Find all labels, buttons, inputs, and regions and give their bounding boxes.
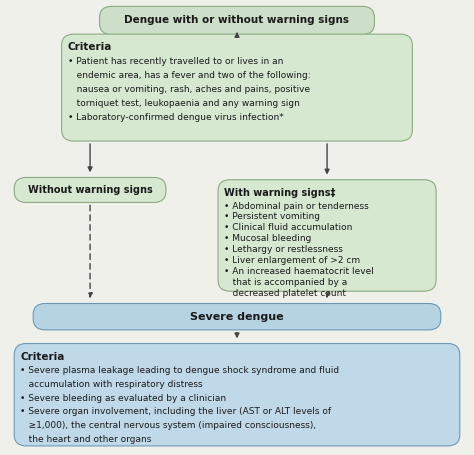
- FancyBboxPatch shape: [218, 180, 436, 291]
- Text: • Abdominal pain or tenderness: • Abdominal pain or tenderness: [224, 202, 369, 211]
- FancyBboxPatch shape: [100, 6, 374, 35]
- Text: decreased platelet count: decreased platelet count: [224, 289, 346, 298]
- Text: • Severe organ involvement, including the liver (AST or ALT levels of: • Severe organ involvement, including th…: [20, 407, 331, 416]
- Text: ≥1,000), the central nervous system (impaired consciousness),: ≥1,000), the central nervous system (imp…: [20, 421, 317, 430]
- Text: Criteria: Criteria: [20, 352, 65, 362]
- Text: the heart and other organs: the heart and other organs: [20, 435, 152, 444]
- Text: Severe dengue: Severe dengue: [190, 312, 284, 322]
- Text: torniquet test, leukopaenia and any warning sign: torniquet test, leukopaenia and any warn…: [68, 99, 300, 108]
- FancyBboxPatch shape: [33, 303, 441, 330]
- Text: • Severe plasma leakage leading to dengue shock syndrome and fluid: • Severe plasma leakage leading to dengu…: [20, 366, 339, 375]
- FancyBboxPatch shape: [62, 34, 412, 141]
- Text: • Persistent vomiting: • Persistent vomiting: [224, 212, 320, 222]
- Text: accumulation with respiratory distress: accumulation with respiratory distress: [20, 380, 203, 389]
- Text: • An increased haematocrit level: • An increased haematocrit level: [224, 267, 374, 276]
- Text: • Severe bleeding as evaluated by a clinician: • Severe bleeding as evaluated by a clin…: [20, 394, 227, 403]
- FancyBboxPatch shape: [14, 344, 460, 446]
- Text: endemic area, has a fever and two of the following:: endemic area, has a fever and two of the…: [68, 71, 310, 80]
- Text: • Mucosal bleeding: • Mucosal bleeding: [224, 234, 311, 243]
- Text: Dengue with or without warning signs: Dengue with or without warning signs: [125, 15, 349, 25]
- Text: With warning signs‡: With warning signs‡: [224, 188, 336, 198]
- Text: • Clinical fluid accumulation: • Clinical fluid accumulation: [224, 223, 353, 233]
- Text: that is accompanied by a: that is accompanied by a: [224, 278, 347, 287]
- Text: Criteria: Criteria: [68, 42, 112, 52]
- Text: • Patient has recently travelled to or lives in an: • Patient has recently travelled to or l…: [68, 57, 283, 66]
- Text: nausea or vomiting, rash, aches and pains, positive: nausea or vomiting, rash, aches and pain…: [68, 85, 310, 94]
- Text: • Liver enlargement of >2 cm: • Liver enlargement of >2 cm: [224, 256, 360, 265]
- Text: • Laboratory-confirmed dengue virus infection*: • Laboratory-confirmed dengue virus infe…: [68, 113, 283, 122]
- Text: • Lethargy or restlessness: • Lethargy or restlessness: [224, 245, 343, 254]
- Text: Without warning signs: Without warning signs: [27, 185, 153, 195]
- FancyBboxPatch shape: [14, 177, 166, 202]
